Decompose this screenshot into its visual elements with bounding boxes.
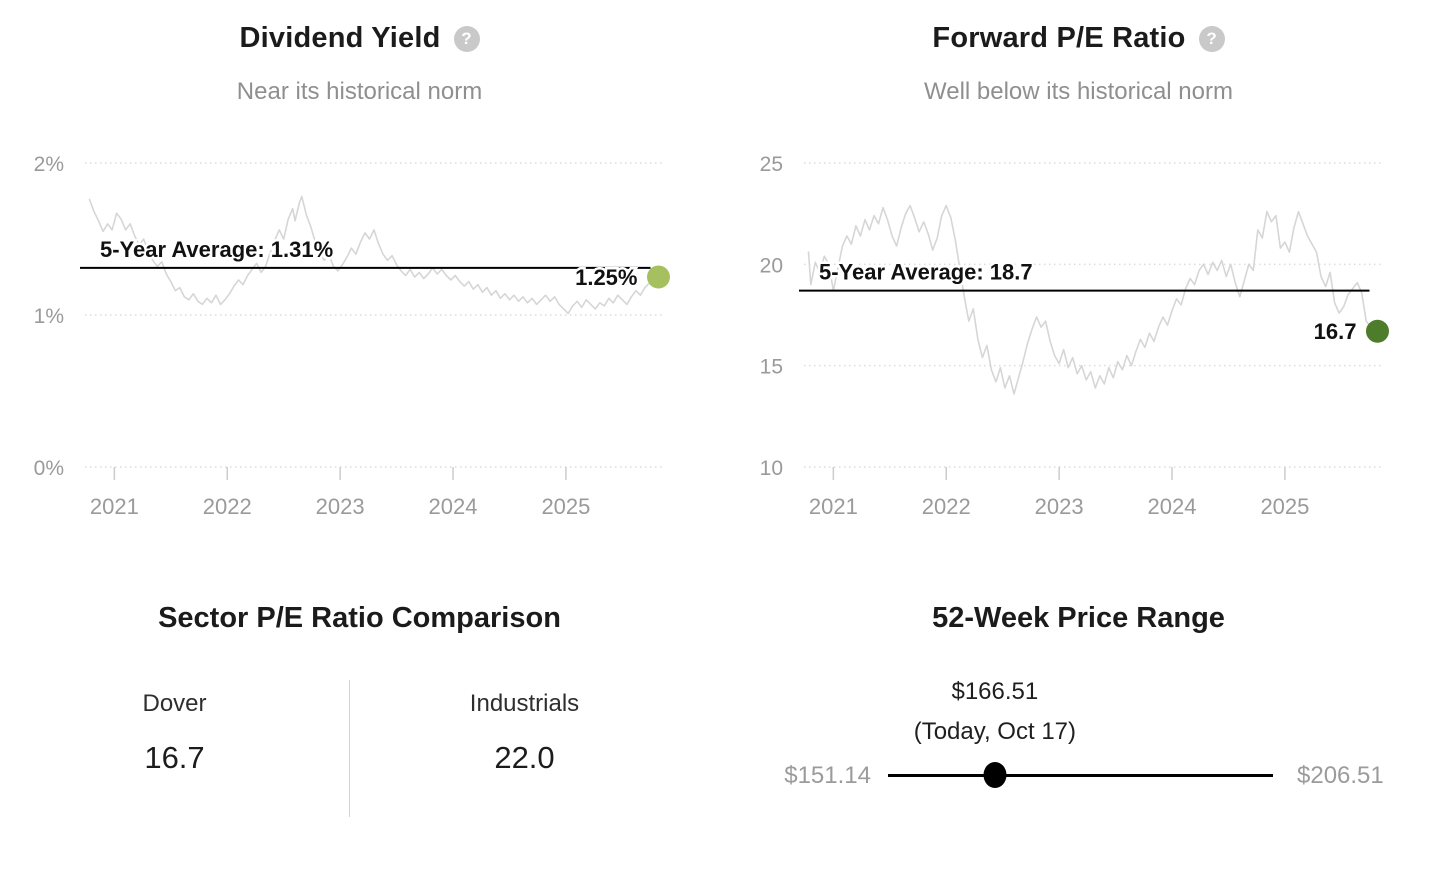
comparison-label: Dover [142, 690, 207, 717]
comparison-cell-industrials: Industrials 22.0 [350, 690, 699, 817]
x-axis-label: 2022 [203, 494, 252, 519]
x-axis-label: 2024 [1148, 494, 1197, 519]
x-axis-label: 2023 [1035, 494, 1084, 519]
series-line [88, 195, 660, 315]
comparison-value: 16.7 [144, 740, 205, 775]
forward-pe-panel: Forward P/E Ratio ? Well below its histo… [719, 0, 1438, 560]
y-axis-label: 10 [760, 457, 783, 480]
dividend-yield-title-row: Dividend Yield ? [0, 22, 719, 55]
x-axis-label: 2022 [922, 494, 971, 519]
x-axis-label: 2021 [809, 494, 858, 519]
forward-pe-title-row: Forward P/E Ratio ? [719, 22, 1438, 55]
sector-pe-comparison-panel: Sector P/E Ratio Comparison Dover 16.7 I… [0, 560, 719, 874]
forward-pe-title: Forward P/E Ratio [932, 22, 1186, 54]
range-low-label: $151.14 [784, 762, 871, 789]
x-axis-label: 2025 [1260, 494, 1309, 519]
range-current-note: (Today, Oct 17) [913, 718, 1076, 745]
average-line-label: 5-Year Average: 18.7 [819, 260, 1033, 285]
comparison-value: 22.0 [494, 740, 555, 775]
price-range-title: 52-Week Price Range [932, 602, 1225, 634]
help-icon[interactable]: ? [453, 25, 480, 52]
current-value-dot [1365, 319, 1389, 343]
y-axis-label: 0% [34, 457, 64, 480]
x-axis-label: 2023 [316, 494, 365, 519]
current-value-dot [646, 265, 670, 289]
comparison-label: Industrials [469, 690, 580, 717]
forward-pe-chart: 25 20 15 10 2021 2022 2023 2024 2025 5-Year Avera… [760, 153, 1389, 519]
price-range-panel: 52-Week Price Range $151.14 $206.51 $166… [719, 560, 1438, 874]
dividend-yield-chart: 2% 1% 0% 2021 2022 2023 2024 2025 5-Year Average… [34, 153, 670, 519]
range-line [888, 774, 1273, 777]
sector-pe-comparison-row: Dover 16.7 Industrials 22.0 [0, 680, 719, 817]
help-icon[interactable]: ? [1198, 25, 1225, 52]
series-line [807, 204, 1379, 395]
y-axis-label: 2% [34, 153, 64, 176]
forward-pe-subtitle: Well below its historical norm [924, 78, 1233, 105]
x-axis-label: 2025 [541, 494, 590, 519]
y-axis-label: 1% [34, 305, 64, 328]
x-axis-label: 2021 [90, 494, 139, 519]
dividend-yield-panel: Dividend Yield ? Near its historical nor… [0, 0, 719, 560]
y-axis-label: 25 [760, 153, 783, 176]
range-current-block: $166.51 (Today, Oct 17) [855, 677, 1135, 747]
y-axis-label: 20 [760, 254, 783, 277]
comparison-cell-dover: Dover 16.7 [0, 690, 349, 817]
range-high-label: $206.51 [1297, 762, 1384, 789]
current-value-label: 16.7 [1314, 319, 1357, 344]
current-value-label: 1.25% [575, 265, 637, 290]
average-line-label: 5-Year Average: 1.31% [100, 237, 333, 262]
x-axis-label: 2024 [429, 494, 478, 519]
dividend-yield-subtitle: Near its historical norm [236, 78, 483, 105]
vertical-divider [349, 680, 350, 817]
range-marker-dot [983, 762, 1007, 788]
sector-pe-comparison-title: Sector P/E Ratio Comparison [158, 602, 561, 634]
y-axis-label: 15 [760, 356, 783, 379]
dividend-yield-title: Dividend Yield [239, 22, 441, 54]
range-current-price: $166.51 [951, 678, 1039, 705]
